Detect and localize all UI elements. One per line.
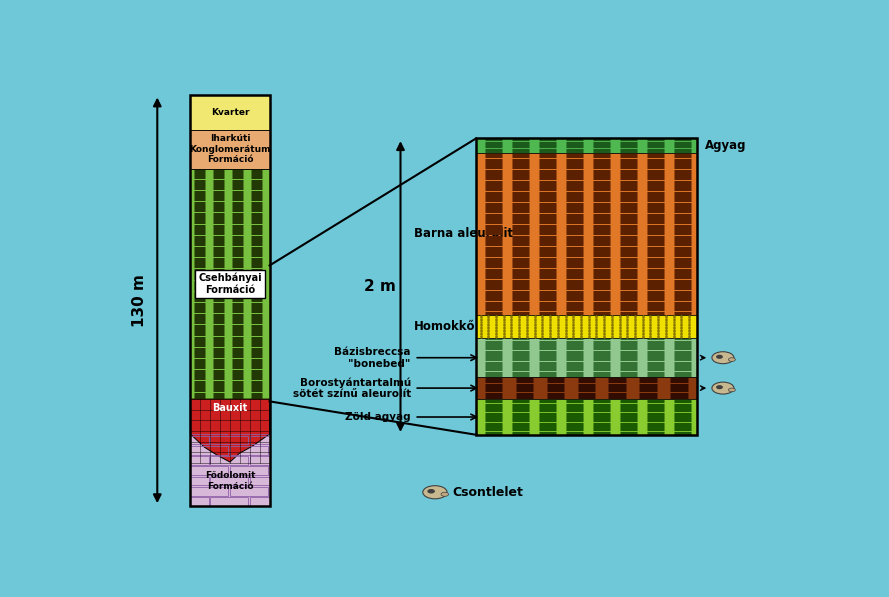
Bar [190, 456, 209, 465]
Bar [190, 399, 269, 434]
Text: Bázisbreccsa
"bonebed": Bázisbreccsa "bonebed" [334, 347, 411, 368]
Bar [210, 436, 248, 444]
Bar [210, 497, 248, 506]
Bar [230, 466, 268, 475]
Ellipse shape [716, 385, 723, 389]
Text: Iharkúti
Konglomerátum
Formáció: Iharkúti Konglomerátum Formáció [189, 134, 271, 164]
Bar [190, 446, 228, 455]
Text: Agyag: Agyag [705, 139, 747, 152]
Ellipse shape [712, 382, 734, 394]
Text: Csehbányai
Formáció: Csehbányai Formáció [198, 273, 261, 295]
Text: Csontlelet: Csontlelet [453, 486, 523, 498]
Bar [477, 139, 697, 435]
Ellipse shape [423, 486, 447, 499]
Bar [190, 169, 269, 399]
Bar [250, 497, 269, 506]
Ellipse shape [428, 489, 435, 494]
Text: Homokkő: Homokkő [414, 320, 476, 333]
Text: Borostyántartalmú
sötét színű aleurolít: Borostyántartalmú sötét színű aleurolít [292, 377, 411, 399]
Bar [190, 94, 269, 506]
Text: 130 m: 130 m [132, 274, 147, 327]
Text: Bauxit: Bauxit [212, 403, 248, 413]
Bar [477, 153, 697, 315]
Bar [190, 436, 209, 444]
Ellipse shape [728, 388, 735, 392]
Bar [477, 139, 697, 153]
Bar [250, 477, 269, 485]
Text: Fődolomit
Formáció: Fődolomit Formáció [204, 471, 255, 491]
Bar [190, 94, 269, 130]
Ellipse shape [716, 355, 723, 359]
Text: Kvarter: Kvarter [211, 107, 249, 116]
Bar [190, 130, 269, 169]
Ellipse shape [712, 352, 734, 364]
Bar [477, 399, 697, 435]
Text: Zöld agyag: Zöld agyag [345, 412, 411, 422]
Bar [477, 338, 697, 377]
Text: Barna aleurolit: Barna aleurolit [414, 227, 514, 241]
Polygon shape [190, 399, 269, 462]
Ellipse shape [728, 358, 735, 361]
Bar [190, 497, 209, 506]
Bar [190, 477, 209, 485]
Bar [250, 456, 269, 465]
Text: 2 m: 2 m [364, 279, 396, 294]
Bar [210, 477, 248, 485]
Bar [230, 487, 268, 496]
Bar [190, 434, 269, 506]
Bar [250, 436, 269, 444]
Bar [190, 466, 228, 475]
Bar [477, 315, 697, 338]
Ellipse shape [441, 493, 449, 496]
Bar [477, 377, 697, 399]
Bar [230, 446, 268, 455]
Bar [210, 456, 248, 465]
Bar [190, 487, 228, 496]
